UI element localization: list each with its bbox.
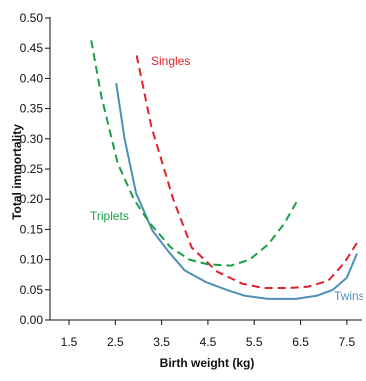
y-tick-label: 0.20 [20,192,44,206]
series-label-singles: Singles [151,54,190,68]
y-tick-label: 0.35 [20,102,44,116]
y-tick-label: 0.25 [20,162,44,176]
y-tick-label: 0.10 [20,253,44,267]
series-line-twins [115,83,358,300]
x-tick-label: 6.5 [292,335,309,349]
y-tick-label: 0.30 [20,132,44,146]
x-axis-title: Birth weight (kg) [160,356,255,370]
y-tick-label: 0.00 [20,313,44,327]
x-tick-label: 4.5 [200,335,217,349]
y-tick-label: 0.05 [20,283,44,297]
x-tick-label: 7.5 [338,335,355,349]
y-tick-label: 0.40 [20,71,44,85]
series-lines [90,40,358,300]
series-line-singles [135,55,358,289]
series-label-triplets: Triplets [90,209,129,223]
axes: 0.00 0.05 0.10 0.15 0.20 0.25 0.30 0.35 0.40 0.45… [20,11,362,349]
x-tick-label: 2.5 [107,335,124,349]
x-tick-label: 5.5 [246,335,263,349]
y-tick-label: 0.45 [20,41,44,55]
series-labels: Singles Twins Triplets [90,54,365,303]
x-tick-label: 1.5 [61,335,78,349]
x-tick-label: 3.5 [153,335,170,349]
y-tick-label: 0.50 [20,11,44,25]
y-axis-title: Total immortality [10,124,24,220]
y-tick-label: 0.15 [20,222,44,236]
series-line-triplets [90,40,300,267]
series-label-twins: Twins [334,289,365,303]
